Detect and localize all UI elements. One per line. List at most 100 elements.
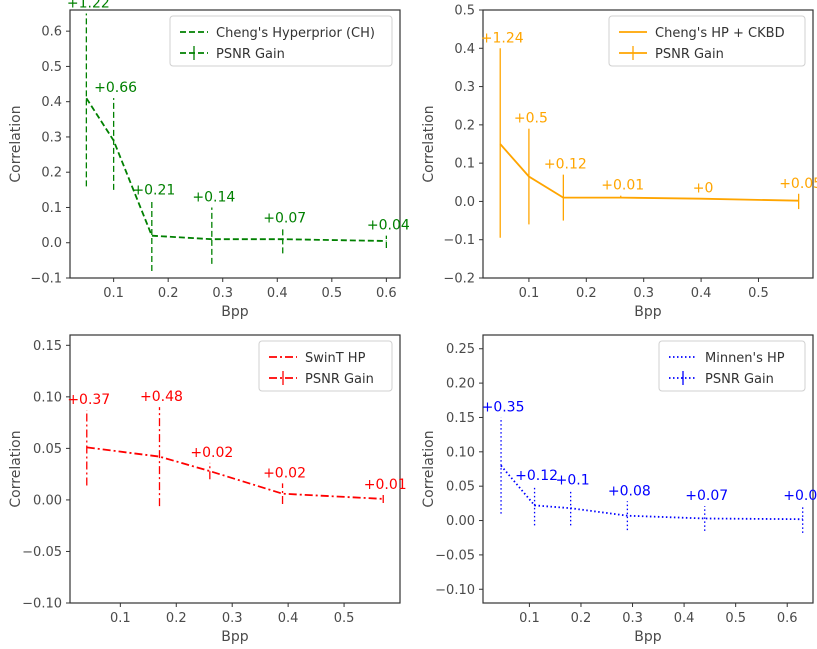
x-tick-label: 0.2 bbox=[576, 286, 597, 301]
y-tick-label: 0.05 bbox=[446, 480, 475, 495]
gain-annotation: +0.37 bbox=[67, 392, 110, 408]
y-tick-label: 0.5 bbox=[454, 4, 475, 19]
chart-panel-3: 0.1 0.2 0.3 0.4 0.5 −0.10 −0.05 0.00 0.05 0.10 0.1… bbox=[8, 334, 407, 645]
x-tick-label: 0.3 bbox=[212, 286, 233, 301]
legend: SwinT HP PSNR Gain bbox=[258, 340, 393, 392]
plot-frame bbox=[69, 334, 401, 604]
x-tick-label: 0.3 bbox=[222, 611, 243, 626]
x-tick-label: 0.1 bbox=[519, 286, 540, 301]
y-tick-label: 0.1 bbox=[41, 201, 62, 216]
legend-label: Minnen's HP bbox=[705, 351, 785, 366]
y-axis-label: Correlation bbox=[421, 105, 437, 182]
x-axis-label: Bpp bbox=[634, 304, 661, 320]
gain-annotation: +0.02 bbox=[190, 445, 233, 461]
legend: Cheng's HP + CKBD PSNR Gain bbox=[608, 15, 806, 67]
x-tick-label: 0.1 bbox=[103, 286, 124, 301]
legend-label: PSNR Gain bbox=[655, 47, 724, 62]
legend-box bbox=[169, 15, 393, 67]
x-axis-label: Bpp bbox=[221, 629, 248, 645]
y-tick-label: 0.3 bbox=[41, 130, 62, 145]
plot-frame bbox=[69, 9, 401, 279]
x-tick-label: 0.6 bbox=[777, 611, 798, 626]
y-tick-label: −0.05 bbox=[22, 545, 62, 560]
legend-label: PSNR Gain bbox=[216, 47, 285, 62]
y-axis-label: Correlation bbox=[8, 430, 24, 507]
x-axis-label: Bpp bbox=[221, 304, 248, 320]
y-tick-label: 0.3 bbox=[454, 80, 475, 95]
chart-panel-2: 0.1 0.2 0.3 0.4 0.5 −0.2 −0.1 0.0 0.1 0.2 0.3 0.4 0.… bbox=[421, 4, 817, 321]
legend-label: Cheng's Hyperprior (CH) bbox=[216, 26, 375, 41]
x-tick-label: 0.4 bbox=[691, 286, 712, 301]
gain-annotation: +0.01 bbox=[364, 477, 407, 493]
gain-annotation: +0 bbox=[693, 180, 714, 196]
x-tick-label: 0.2 bbox=[166, 611, 187, 626]
y-tick-label: 0.0 bbox=[454, 195, 475, 210]
y-tick-label: 0.05 bbox=[33, 442, 62, 457]
y-tick-label: 0.10 bbox=[33, 390, 62, 405]
gain-annotation: +0.07 bbox=[685, 488, 728, 504]
gain-annotation: +0.07 bbox=[263, 211, 306, 227]
gain-annotation: +0.02 bbox=[263, 465, 306, 481]
x-tick-label: 0.5 bbox=[748, 286, 769, 301]
y-tick-label: 0.15 bbox=[446, 411, 475, 426]
legend: Minnen's HP PSNR Gain bbox=[658, 340, 806, 392]
gain-annotation: +0.12 bbox=[515, 468, 558, 484]
x-axis-label: Bpp bbox=[634, 629, 661, 645]
y-tick-label: −0.05 bbox=[435, 548, 475, 563]
y-tick-label: 0.20 bbox=[446, 377, 475, 392]
y-axis-label: Correlation bbox=[8, 105, 24, 182]
x-tick-label: 0.3 bbox=[622, 611, 643, 626]
y-tick-label: 0.10 bbox=[446, 445, 475, 460]
legend-label: SwinT HP bbox=[305, 351, 366, 366]
x-tick-label: 0.5 bbox=[725, 611, 746, 626]
gain-annotation: +0.35 bbox=[482, 399, 525, 415]
gain-annotation: +0.05 bbox=[779, 176, 817, 192]
x-tick-label: 0.2 bbox=[158, 286, 179, 301]
y-tick-label: 0.00 bbox=[33, 493, 62, 508]
gain-annotation: +1.24 bbox=[481, 30, 524, 46]
y-tick-label: 0.5 bbox=[41, 60, 62, 75]
legend-label: Cheng's HP + CKBD bbox=[655, 26, 785, 41]
y-tick-label: −0.10 bbox=[435, 583, 475, 598]
y-tick-label: 0.4 bbox=[41, 95, 62, 110]
x-tick-label: 0.4 bbox=[278, 611, 299, 626]
x-tick-label: 0.5 bbox=[321, 286, 342, 301]
gain-annotation: +0.48 bbox=[140, 389, 183, 405]
series-line bbox=[500, 465, 803, 521]
gain-annotation: +0.12 bbox=[544, 157, 587, 173]
x-tick-label: 0.2 bbox=[571, 611, 592, 626]
gain-annotation: +0.5 bbox=[514, 111, 548, 127]
series-line bbox=[85, 97, 387, 242]
plot-frame bbox=[482, 334, 814, 604]
gain-annotation: +1.22 bbox=[67, 0, 110, 12]
gain-annotation: +0.1 bbox=[556, 472, 590, 488]
y-tick-label: 0.2 bbox=[454, 118, 475, 133]
legend-label: PSNR Gain bbox=[305, 372, 374, 387]
plot-frame bbox=[482, 9, 814, 279]
y-axis-label: Correlation bbox=[421, 430, 437, 507]
y-tick-label: 0.15 bbox=[33, 339, 62, 354]
gain-annotation: +0.08 bbox=[608, 483, 651, 499]
y-tick-label: 0.4 bbox=[454, 42, 475, 57]
y-tick-label: −0.1 bbox=[443, 233, 475, 248]
x-tick-label: 0.1 bbox=[519, 611, 540, 626]
gain-annotation: +0.21 bbox=[132, 182, 175, 198]
y-tick-label: 0.0 bbox=[41, 236, 62, 251]
gain-annotation: +0.07 bbox=[783, 488, 817, 504]
series-line bbox=[86, 446, 384, 500]
x-tick-label: 0.4 bbox=[267, 286, 288, 301]
legend-label: PSNR Gain bbox=[705, 372, 774, 387]
y-tick-label: −0.2 bbox=[443, 272, 475, 287]
x-tick-label: 0.1 bbox=[110, 611, 131, 626]
y-tick-label: 0.25 bbox=[446, 342, 475, 357]
gain-annotation: +0.66 bbox=[94, 80, 137, 96]
x-tick-label: 0.3 bbox=[633, 286, 654, 301]
y-tick-label: −0.1 bbox=[30, 272, 62, 287]
y-tick-label: 0.2 bbox=[41, 166, 62, 181]
y-tick-label: 0.6 bbox=[41, 25, 62, 40]
x-tick-label: 0.5 bbox=[334, 611, 355, 626]
gain-annotation: +0.01 bbox=[601, 178, 644, 194]
legend-box bbox=[658, 340, 806, 392]
series-line bbox=[499, 143, 799, 202]
